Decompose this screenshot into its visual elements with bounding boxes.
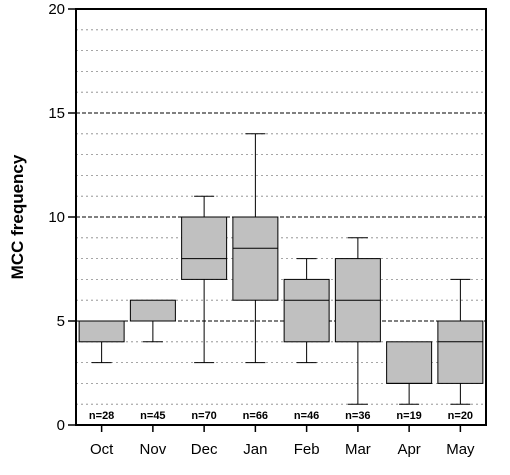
box-iqr (78, 320, 125, 343)
y-tick-label: 10 (48, 209, 65, 226)
box-oct (78, 320, 125, 364)
box-feb (283, 258, 330, 364)
box-nov (129, 299, 176, 343)
box-iqr (129, 299, 176, 322)
box-dec (181, 195, 228, 364)
n-label-jan: n=66 (243, 410, 268, 422)
box-iqr (181, 216, 228, 280)
y-tick-label: 5 (57, 313, 65, 330)
y-tick-label: 0 (57, 417, 65, 434)
box-apr (386, 341, 433, 405)
n-label-dec: n=70 (191, 410, 216, 422)
box-series (78, 133, 484, 405)
n-label-mar: n=36 (345, 410, 370, 422)
n-label-nov: n=45 (140, 410, 165, 422)
x-tick-label-dec: Dec (191, 441, 218, 458)
x-tick-label-jan: Jan (243, 441, 267, 458)
box-iqr (386, 341, 433, 384)
n-label-may: n=20 (448, 410, 473, 422)
grid-lines (76, 29, 486, 405)
box-iqr (283, 278, 330, 343)
x-tick-label-oct: Oct (90, 441, 114, 458)
box-jan (232, 133, 279, 364)
n-labels: n=28 n=45 n=70 n=66 n=46 n=36 n=19 n=20 (89, 410, 473, 422)
box-mar (334, 237, 381, 405)
n-label-oct: n=28 (89, 410, 114, 422)
x-tick-label-may: May (446, 441, 475, 458)
x-tick-label-feb: Feb (294, 441, 320, 458)
axes: 0 5 10 15 20 Oct Nov Dec Jan Feb Mar Apr May (48, 1, 487, 458)
n-label-apr: n=19 (396, 410, 421, 422)
y-tick-label: 20 (48, 1, 65, 18)
x-tick-label-nov: Nov (140, 441, 167, 458)
box-iqr (232, 216, 279, 301)
n-label-feb: n=46 (294, 410, 319, 422)
box-iqr (437, 320, 484, 384)
y-axis-title: MCC frequency (8, 154, 27, 279)
x-tick-label-mar: Mar (345, 441, 371, 458)
y-tick-label: 15 (48, 105, 65, 122)
x-tick-label-apr: Apr (397, 441, 420, 458)
box-may (437, 278, 484, 405)
